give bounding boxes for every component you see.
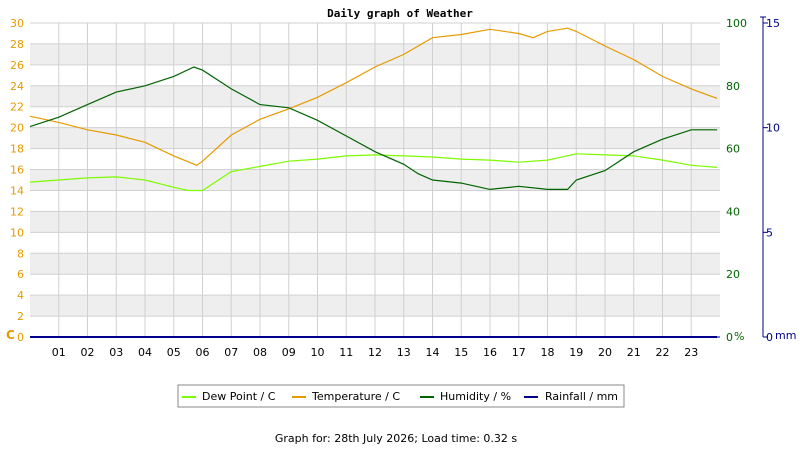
x-tick-label: 10 [311, 346, 325, 359]
left-tick-label: 2 [17, 310, 24, 323]
left-tick-label: 26 [10, 59, 24, 72]
right-axis-unit: mm [775, 329, 796, 342]
mid-tick-label: 20 [726, 268, 740, 281]
right-tick-label: 10 [766, 122, 780, 135]
right-tick-label: 5 [766, 226, 773, 239]
mid-tick-label: 80 [726, 80, 740, 93]
left-tick-label: 0 [17, 331, 24, 344]
left-tick-label: 8 [17, 247, 24, 260]
humidity-line [29, 66, 718, 191]
x-tick-label: 02 [81, 346, 95, 359]
x-tick-label: 20 [598, 346, 612, 359]
legend-box [177, 384, 625, 408]
legend: Dew Point / C Temperature / C Humidity /… [177, 384, 625, 408]
left-tick-label: 6 [17, 268, 24, 281]
x-tick-label: 04 [138, 346, 152, 359]
x-tick-label: 13 [397, 346, 411, 359]
mid-tick-label: 40 [726, 205, 740, 218]
x-tick-label: 16 [483, 346, 497, 359]
x-tick-label: 01 [52, 346, 66, 359]
x-tick-label: 09 [282, 346, 296, 359]
left-tick-label: 14 [10, 184, 24, 197]
left-tick-label: 10 [10, 226, 24, 239]
x-tick-label: 17 [512, 346, 526, 359]
left-tick-label: 12 [10, 205, 24, 218]
x-tick-label: 05 [167, 346, 181, 359]
footer-info: Graph for: 28th July 2026; Load time: 0.… [275, 432, 518, 445]
right-tick-label: 0 [766, 331, 773, 344]
series-lines [29, 27, 718, 338]
mid-tick-label: 100 [726, 17, 747, 30]
mid-tick-label: 0 [726, 331, 733, 344]
left-tick-label: 20 [10, 122, 24, 135]
legend-label-temperature: Temperature / C [311, 390, 400, 403]
x-tick-label: 22 [656, 346, 670, 359]
legend-label-humidity: Humidity / % [440, 390, 511, 403]
legend-label-dew-point: Dew Point / C [202, 390, 276, 403]
x-tick-label: 19 [569, 346, 583, 359]
x-tick-label: 23 [684, 346, 698, 359]
left-tick-label: 24 [10, 80, 24, 93]
x-tick-label: 08 [253, 346, 267, 359]
x-tick-label: 07 [224, 346, 238, 359]
left-tick-label: 16 [10, 164, 24, 177]
x-tick-label: 06 [196, 346, 210, 359]
left-tick-label: 30 [10, 17, 24, 30]
right-tick-label: 15 [766, 17, 780, 30]
legend-label-rainfall: Rainfall / mm [545, 390, 618, 403]
x-tick-label: 18 [541, 346, 555, 359]
left-tick-label: 22 [10, 101, 24, 114]
x-tick-label: 03 [109, 346, 123, 359]
x-tick-label: 11 [339, 346, 353, 359]
left-tick-label: 28 [10, 38, 24, 51]
left-tick-label: 4 [17, 289, 24, 302]
x-tick-label: 12 [368, 346, 382, 359]
mid-tick-label: 60 [726, 143, 740, 156]
x-tick-label: 15 [454, 346, 468, 359]
x-tick-label: 21 [627, 346, 641, 359]
x-tick-label: 14 [426, 346, 440, 359]
left-tick-label: 18 [10, 143, 24, 156]
chart-title: Daily graph of Weather [327, 7, 473, 20]
left-axis-unit: C [6, 328, 15, 342]
tick-labels: 01 02 03 04 05 06 07 08 09 10 11 12 13 14 15 16 17 18 19 20… [10, 17, 780, 359]
temperature-line [29, 27, 718, 166]
mid-axis-unit: % [734, 330, 744, 343]
dew-point-line [29, 153, 718, 192]
